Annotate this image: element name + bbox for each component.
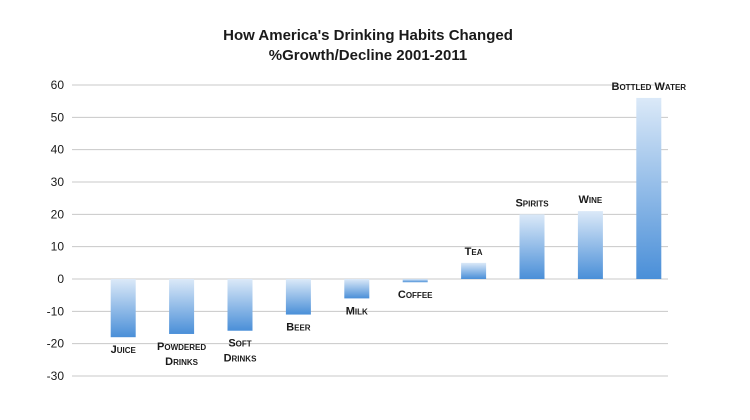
category-label: Drinks — [165, 356, 198, 368]
category-label: Bottled Water — [612, 81, 687, 93]
chart-subtitle: %Growth/Decline 2001-2011 — [269, 47, 467, 64]
chart-title: How America's Drinking Habits Changed — [223, 27, 513, 44]
bar-soft-drinks — [227, 279, 253, 331]
y-tick-label: 10 — [51, 240, 65, 254]
y-tick-label: 20 — [51, 207, 65, 221]
y-tick-label: -10 — [47, 304, 65, 318]
bars — [110, 97, 662, 338]
y-tick-label: -20 — [47, 337, 65, 351]
category-label: Powdered — [157, 341, 206, 353]
category-label: Beer — [286, 322, 311, 334]
bar-juice — [110, 279, 136, 338]
category-label: Milk — [346, 305, 368, 317]
category-label: Soft — [228, 338, 251, 350]
category-label: Tea — [465, 246, 483, 258]
bar-spirits — [519, 214, 545, 279]
bar-powdered-drinks — [169, 279, 195, 334]
bar-milk — [344, 279, 370, 299]
y-tick-label: -30 — [47, 369, 65, 383]
bar-coffee — [402, 279, 428, 283]
category-label: Spirits — [515, 197, 549, 209]
category-label: Juice — [111, 344, 137, 356]
category-labels: Juice Powdered Drinks Soft Drinks Beer Milk Cof… — [111, 81, 687, 368]
category-label: Drinks — [224, 353, 257, 365]
y-tick-label: 0 — [57, 272, 64, 286]
y-tick-label: 30 — [51, 175, 65, 189]
category-label: Coffee — [398, 289, 433, 301]
bar-beer — [285, 279, 311, 315]
bar-bottled-water — [636, 97, 662, 279]
y-tick-label: 50 — [51, 110, 65, 124]
category-label: Wine — [579, 194, 603, 206]
y-tick-label: 40 — [51, 143, 65, 157]
y-tick-label: 60 — [51, 78, 65, 92]
y-axis-ticks: 60 50 40 30 20 10 0 -10 -20 -30 — [47, 78, 65, 383]
bar-wine — [577, 211, 603, 279]
bar-tea — [461, 262, 487, 279]
